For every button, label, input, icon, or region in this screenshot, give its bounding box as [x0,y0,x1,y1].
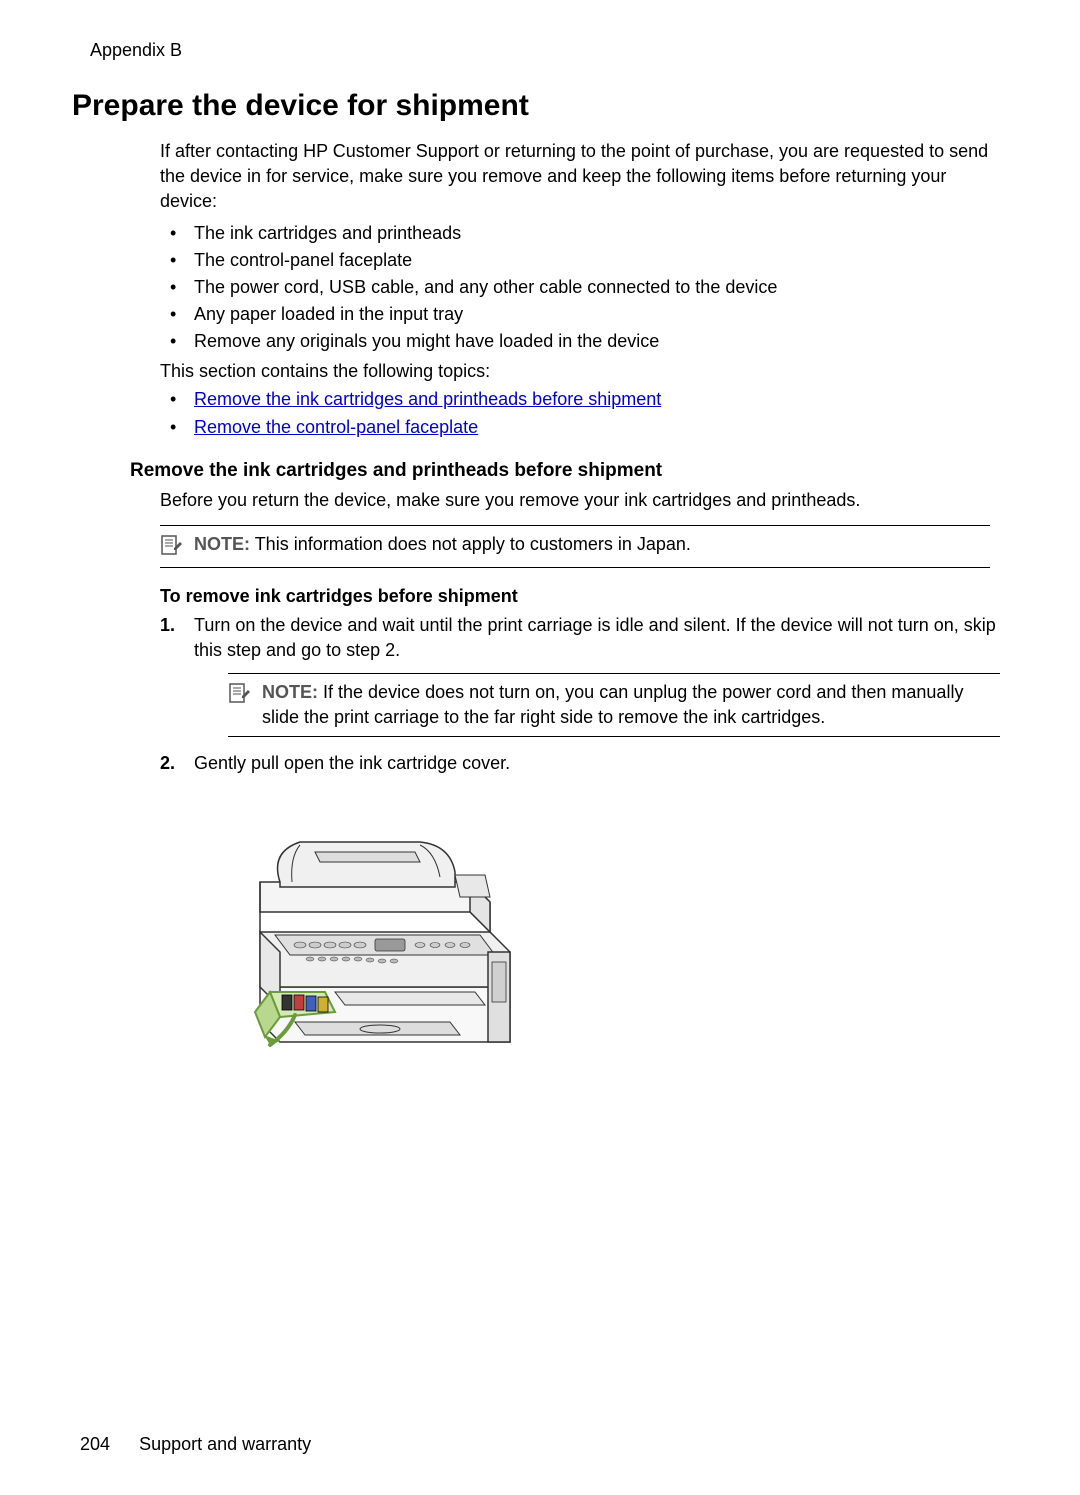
sub-heading: Remove the ink cartridges and printheads… [130,460,1000,482]
note-box: NOTE: If the device does not turn on, yo… [228,673,1000,737]
step-item: 2. Gently pull open the ink cartridge co… [160,751,1000,776]
steps-list: 1. Turn on the device and wait until the… [160,613,1000,777]
step-text: Gently pull open the ink cartridge cover… [194,753,510,773]
note-text: NOTE: If the device does not turn on, yo… [262,680,1000,730]
list-item: Remove the control-panel faceplate [160,414,1000,440]
procedure-heading: To remove ink cartridges before shipment [160,586,1000,607]
list-item: Any paper loaded in the input tray [160,302,1000,327]
topic-link[interactable]: Remove the control-panel faceplate [194,417,478,437]
main-heading: Prepare the device for shipment [72,89,1000,123]
note-box: NOTE: This information does not apply to… [160,525,990,568]
list-item: The power cord, USB cable, and any other… [160,275,1000,300]
topic-link[interactable]: Remove the ink cartridges and printheads… [194,389,661,409]
printer-illustration [220,797,1000,1072]
list-item: The control-panel faceplate [160,248,1000,273]
list-item: Remove any originals you might have load… [160,329,1000,354]
note-body: This information does not apply to custo… [255,534,691,554]
note-label: NOTE: [194,534,250,554]
appendix-label: Appendix B [90,40,1000,61]
note-body: If the device does not turn on, you can … [262,682,963,727]
step-number: 2. [160,751,175,776]
intro-paragraph: If after contacting HP Customer Support … [160,139,1000,215]
section-intro: This section contains the following topi… [160,361,1000,382]
step-item: 1. Turn on the device and wait until the… [160,613,1000,738]
list-item: The ink cartridges and printheads [160,221,1000,246]
note-icon [228,682,250,711]
page-footer: 204 Support and warranty [80,1434,311,1455]
note-label: NOTE: [262,682,318,702]
remove-items-list: The ink cartridges and printheads The co… [160,221,1000,355]
list-item: Remove the ink cartridges and printheads… [160,386,1000,412]
sub-paragraph: Before you return the device, make sure … [160,490,1000,511]
topic-links-list: Remove the ink cartridges and printheads… [160,386,1000,440]
page-number: 204 [80,1434,110,1454]
note-text: NOTE: This information does not apply to… [194,532,691,557]
note-icon [160,534,182,561]
step-text: Turn on the device and wait until the pr… [194,615,996,660]
step-number: 1. [160,613,175,638]
footer-section: Support and warranty [139,1434,311,1454]
